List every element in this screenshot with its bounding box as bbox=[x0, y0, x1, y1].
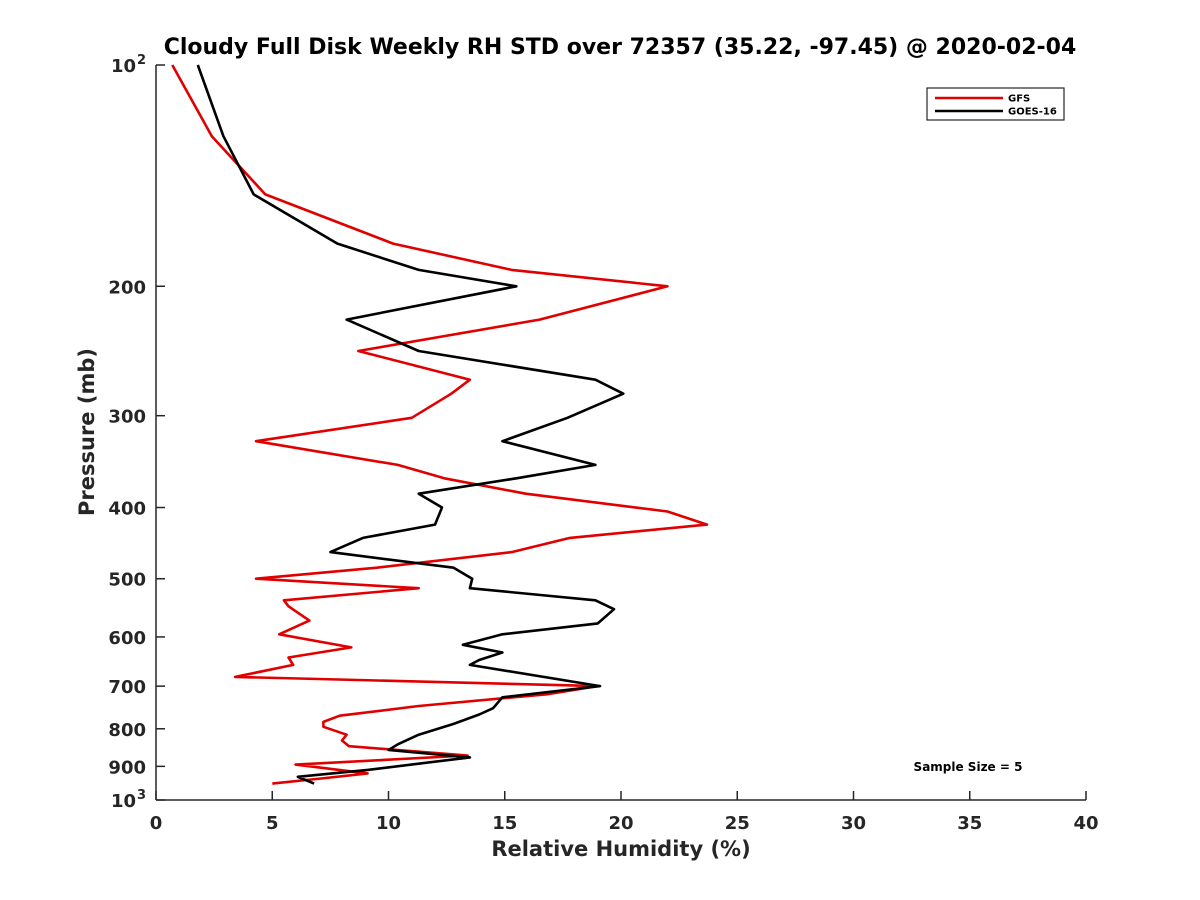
y-tick-label: 10 bbox=[111, 56, 136, 77]
y-tick-label: 400 bbox=[108, 499, 146, 520]
series-line-gfs bbox=[171, 64, 709, 785]
y-tick-label: 700 bbox=[108, 677, 146, 698]
series-layer bbox=[171, 64, 709, 785]
x-tick-label: 25 bbox=[725, 813, 750, 834]
y-tick-label: 800 bbox=[108, 720, 146, 741]
chart-title: Cloudy Full Disk Weekly RH STD over 7235… bbox=[164, 35, 1077, 60]
y-tick-label: 900 bbox=[108, 757, 146, 778]
sample-size-annotation: Sample Size = 5 bbox=[914, 760, 1023, 774]
x-tick-label: 35 bbox=[957, 813, 982, 834]
y-tick-label: 10 bbox=[111, 791, 136, 812]
x-axis-ticks: 0 5 10 15 20 25 30 35 40 bbox=[150, 791, 1099, 834]
legend-box bbox=[926, 87, 1065, 121]
y-tick-label: 300 bbox=[108, 407, 146, 428]
series-line-goes-16 bbox=[196, 64, 625, 785]
y-axis-label: Pressure (mb) bbox=[75, 348, 99, 516]
y-tick-label: 500 bbox=[108, 570, 146, 591]
x-tick-label: 10 bbox=[376, 813, 401, 834]
y-tick-label: 600 bbox=[108, 628, 146, 649]
y-tick-exponent: 3 bbox=[137, 788, 146, 803]
x-tick-label: 0 bbox=[150, 813, 163, 834]
plot-area bbox=[155, 65, 1086, 801]
legend-label-goes-16: GOES-16 bbox=[1008, 107, 1057, 118]
x-tick-label: 5 bbox=[266, 813, 279, 834]
x-tick-label: 40 bbox=[1073, 813, 1098, 834]
y-tick-label: 200 bbox=[108, 277, 146, 298]
x-tick-label: 15 bbox=[492, 813, 517, 834]
x-axis-label: Relative Humidity (%) bbox=[491, 837, 750, 861]
legend-label-gfs: GFS bbox=[1008, 94, 1030, 105]
legend: GFS GOES-16 bbox=[926, 87, 1065, 121]
x-tick-label: 30 bbox=[841, 813, 866, 834]
y-tick-exponent: 2 bbox=[137, 53, 146, 68]
x-tick-label: 20 bbox=[608, 813, 633, 834]
